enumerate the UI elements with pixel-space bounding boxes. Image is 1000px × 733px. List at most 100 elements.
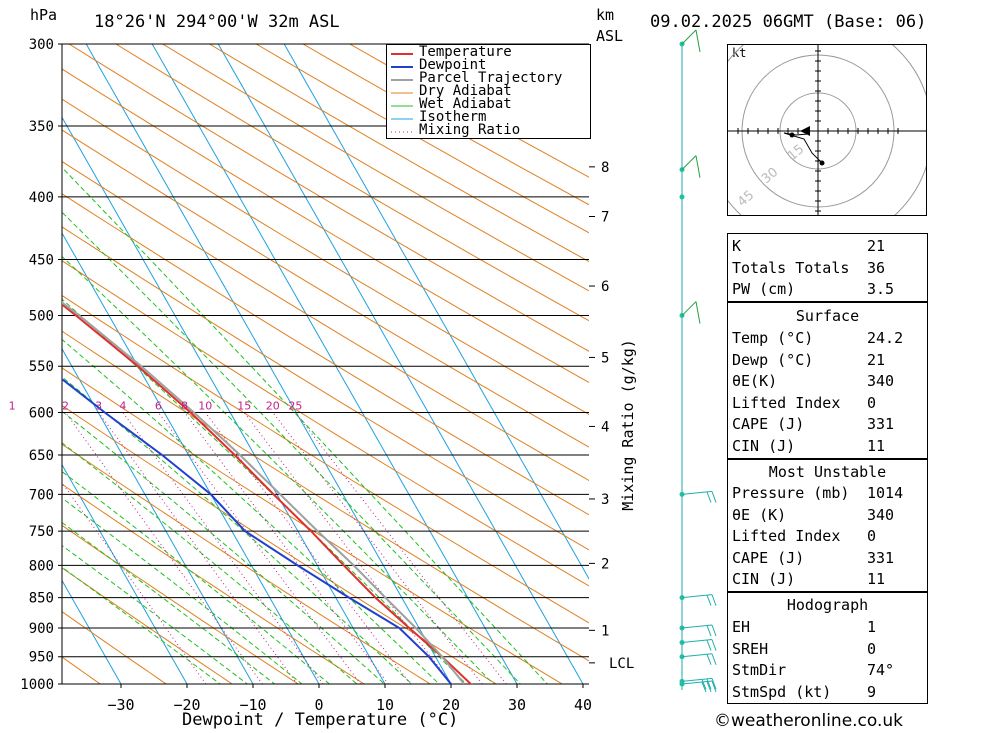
surface-temp-value: 24.2	[867, 329, 904, 347]
mixing-ratio-label: 10	[198, 399, 212, 412]
pressure-tick-label: 500	[29, 309, 54, 325]
wind-barb	[681, 301, 701, 324]
dry-adiabat-line	[62, 160, 589, 482]
x-tick-label: 10	[376, 696, 394, 714]
pressure-tick-label: 700	[29, 487, 54, 503]
mixing-ratio-line	[184, 412, 389, 684]
dry-adiabat-line	[62, 294, 589, 624]
surface-li-value: 0	[867, 393, 877, 412]
surface-title: Surface	[795, 307, 860, 325]
mu-li-value: 0	[867, 527, 877, 545]
dry-adiabat-line	[62, 193, 589, 516]
wind-barb	[681, 155, 701, 178]
legend-mixing-ratio: Mixing Ratio	[419, 122, 521, 138]
mixing-ratio-label: 20	[266, 399, 280, 412]
hodograph-ring-label-15: 15	[785, 142, 807, 164]
isotherm-line	[283, 44, 589, 580]
legend-parcel: Parcel Trajectory	[419, 70, 563, 86]
dry-adiabat-line	[62, 98, 589, 415]
km-tick-label: 6	[601, 279, 609, 295]
wind-level-dot	[679, 194, 685, 200]
km-unit-label: km	[596, 6, 615, 24]
dry-adiabat-line	[161, 44, 589, 292]
dry-adiabat-line	[62, 68, 589, 384]
hodograph-table-box: Hodograph EH 1 SREH 0 StmDir 74° StmSpd (kt…	[727, 592, 928, 704]
stmspd-label: StmSpd (kt)	[732, 682, 832, 701]
km-tick-label: 3	[601, 492, 609, 508]
pressure-tick-label: 750	[29, 524, 54, 540]
index-value: 3.5	[867, 280, 895, 298]
sreh-label: SREH	[732, 639, 769, 658]
dewpoint-profile	[62, 377, 453, 684]
index-label: K	[732, 237, 742, 255]
dry-adiabat-line	[62, 260, 589, 587]
temperature-profile	[62, 303, 473, 684]
copyright-link[interactable]: ©weatheronline.co.uk	[714, 711, 904, 731]
dry-adiabat-line	[62, 524, 300, 684]
index-row: PW (cm) 3.5	[728, 279, 927, 301]
pressure-tick-label: 800	[29, 558, 54, 574]
mixing-ratio-label: 2	[62, 399, 69, 412]
location-title: 18°26'N 294°00'W 32m ASL	[94, 12, 340, 32]
most-unstable-title: Most Unstable	[768, 463, 887, 481]
mixing-ratio-line	[98, 412, 298, 684]
index-value: 21	[867, 237, 886, 255]
wet-adiabat-line	[62, 497, 303, 684]
x-tick-label: −10	[239, 696, 266, 714]
km-tick-label: 7	[601, 209, 609, 225]
mixing-ratio-label: 4	[119, 399, 126, 412]
x-tick-label: 40	[574, 696, 592, 714]
km-tick-label: 4	[601, 419, 609, 435]
pressure-tick-label: 450	[29, 253, 54, 269]
eh-value: 1	[867, 618, 877, 636]
pressure-tick-label: 400	[29, 190, 54, 206]
hodograph: kt 15 30 45	[727, 44, 927, 216]
x-tick-label: 20	[442, 696, 460, 714]
surface-dewp-value: 21	[867, 350, 886, 369]
mixing-ratio-label: 6	[155, 399, 162, 412]
pressure-tick-label: 550	[29, 359, 54, 375]
legend: Temperature Dewpoint Parcel Trajectory D…	[386, 44, 591, 139]
wind-barb	[681, 29, 701, 53]
legend-dewpoint: Dewpoint	[419, 57, 487, 73]
pressure-tick-label: 900	[29, 621, 54, 637]
hodograph-unit: kt	[732, 46, 747, 60]
legend-wet-adiabat: Wet Adiabat	[419, 96, 512, 112]
datetime-label: 09.02.2025 06GMT (Base: 06)	[650, 12, 927, 32]
dry-adiabat-line	[62, 330, 589, 662]
mu-pressure-label: Pressure (mb)	[732, 484, 850, 502]
isotherm-line	[62, 347, 254, 684]
most-unstable-box: Most Unstable Pressure (mb) 1014 θE (K) 34…	[727, 459, 928, 592]
surface-cape-label: CAPE (J)	[732, 415, 805, 433]
pressure-tick-label: 850	[29, 591, 54, 607]
isotherm-line	[0, 7, 4, 710]
isotherm-line	[62, 579, 122, 684]
surface-dewp-label: Dewp (°C)	[732, 350, 814, 369]
mixing-ratio-line	[243, 412, 453, 684]
hodograph-ring-label-30: 30	[759, 165, 781, 187]
wet-adiabat-line	[62, 470, 331, 684]
isotherm-line	[62, 232, 320, 684]
surface-cape-value: 331	[867, 415, 895, 433]
wind-barb	[681, 677, 717, 690]
lcl-label: LCL	[609, 656, 634, 672]
index-row: K 21	[728, 236, 927, 258]
stmspd-value: 9	[867, 682, 877, 701]
legend-dry-adiabat: Dry Adiabat	[419, 83, 512, 99]
index-value: 36	[867, 258, 886, 277]
mu-theta-value: 340	[867, 505, 895, 524]
km-tick-label: 5	[601, 350, 609, 366]
dry-adiabat-line	[62, 567, 234, 684]
wet-adiabat-line	[62, 566, 221, 684]
wind-barb	[681, 653, 717, 665]
mu-cape-label: CAPE (J)	[732, 548, 805, 567]
wind-barb	[681, 639, 717, 651]
dry-adiabat-line	[114, 44, 589, 322]
wet-adiabat-line	[62, 211, 522, 684]
wind-barb	[681, 490, 717, 503]
isotherm-line	[85, 44, 452, 684]
isotherm-line	[62, 463, 188, 684]
stmdir-value: 74°	[867, 661, 895, 679]
km-tick-label: 8	[601, 160, 609, 176]
dry-adiabat-line	[62, 483, 366, 684]
